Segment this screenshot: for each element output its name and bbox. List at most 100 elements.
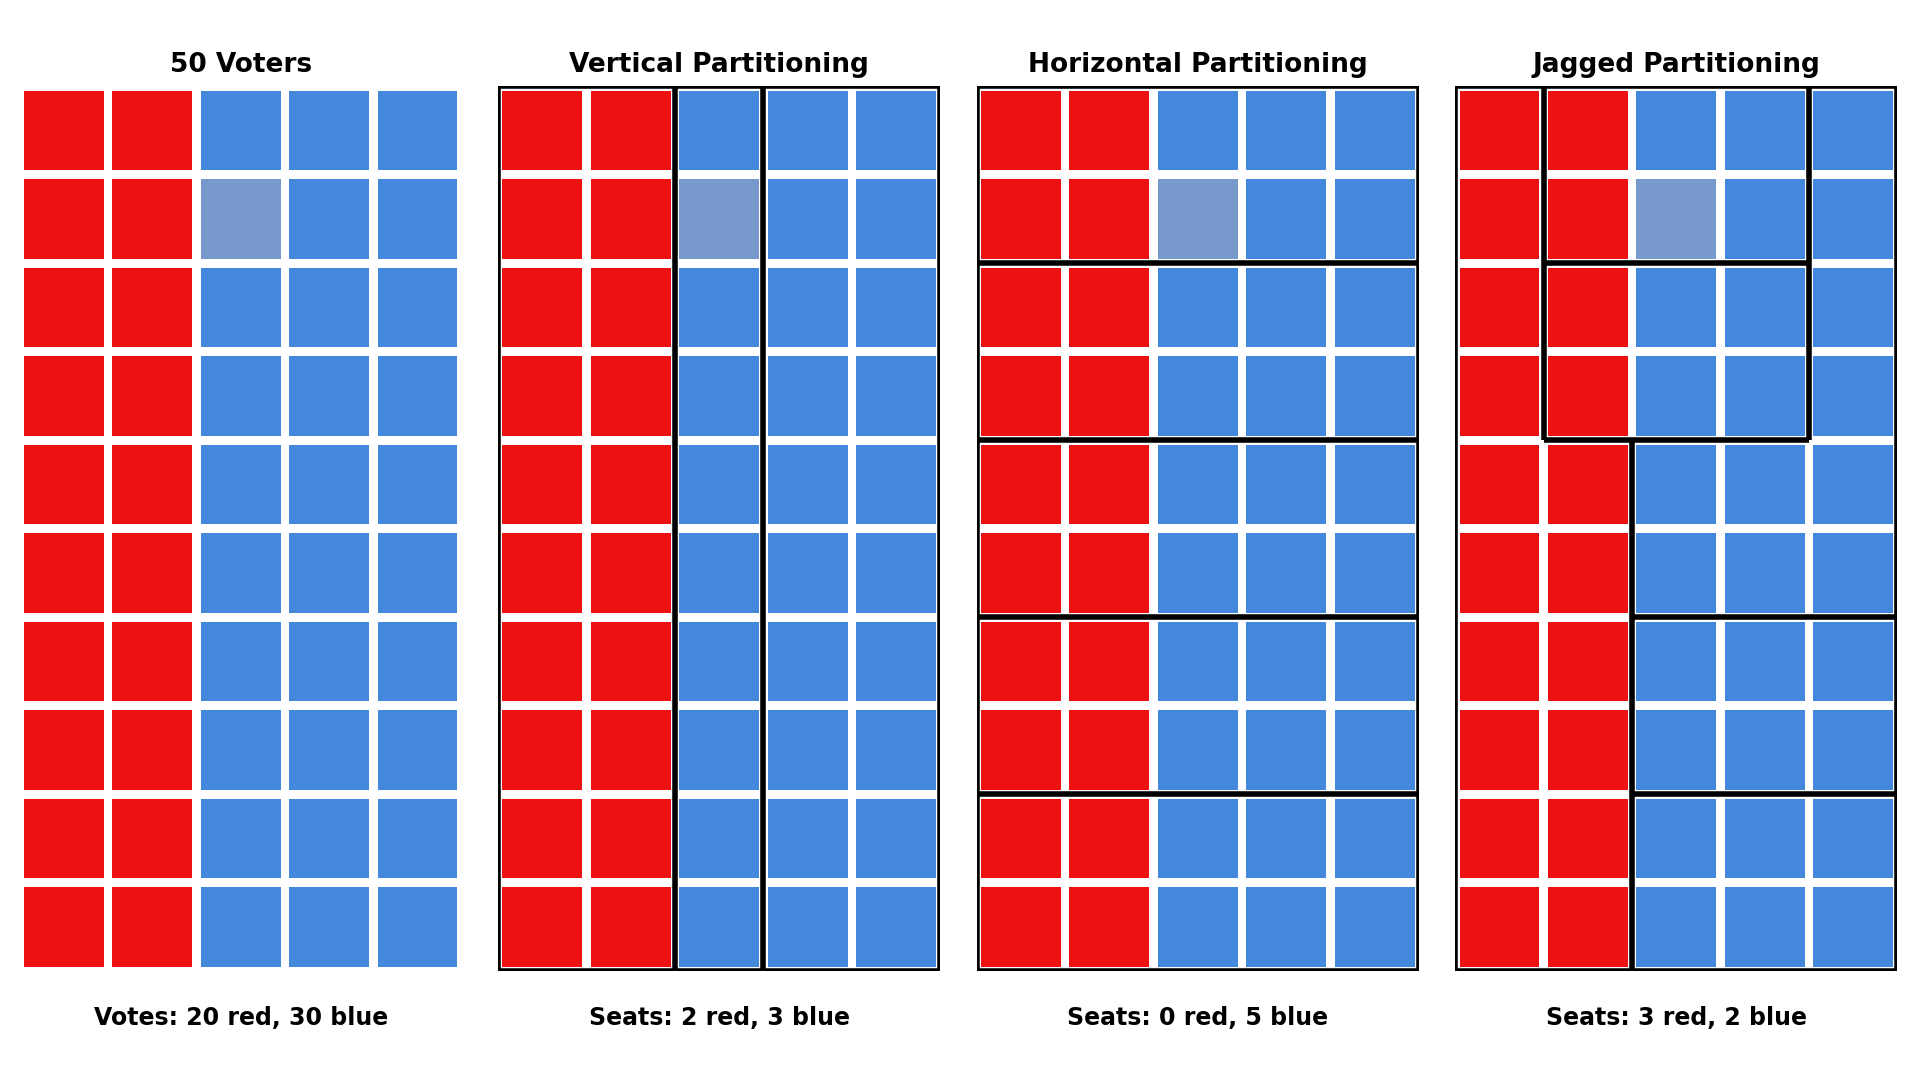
Bar [590,268,671,347]
Bar [201,533,280,613]
Bar [1158,268,1238,347]
Bar [1813,91,1894,170]
Bar [590,445,671,524]
Bar [23,268,104,347]
Bar [1158,533,1238,613]
Bar [857,710,935,790]
Bar [1246,622,1327,701]
Bar [1246,268,1327,347]
Bar [590,356,671,436]
Bar [1549,445,1628,524]
Bar [1637,710,1716,790]
Bar [679,887,759,967]
Bar [590,887,671,967]
Bar [113,356,192,436]
Bar [1813,798,1894,878]
Text: Seats: 2 red, 3 blue: Seats: 2 red, 3 blue [589,1007,849,1030]
Bar [502,445,583,524]
Bar [1246,445,1327,524]
Bar [1070,268,1148,347]
Text: Seats: 3 red, 2 blue: Seats: 3 red, 2 blue [1545,1007,1808,1030]
Bar [982,445,1060,524]
Bar [982,710,1060,790]
Bar [982,91,1060,170]
Bar [982,533,1060,613]
Bar [857,356,935,436]
Text: Votes: 20 red, 30 blue: Votes: 20 red, 30 blue [94,1007,387,1030]
Bar [1334,445,1415,524]
Bar [679,356,759,436]
Bar [1158,798,1238,878]
Bar [289,533,368,613]
Bar [1334,533,1415,613]
Bar [1813,533,1894,613]
Bar [113,91,192,170]
Bar [1459,533,1539,613]
Bar [679,622,759,701]
Bar [23,533,104,613]
Bar [679,445,759,524]
Bar [502,268,583,347]
Bar [982,622,1060,701]
Bar [1549,887,1628,967]
Bar [857,179,935,259]
Bar [679,179,759,259]
Bar [113,533,192,613]
Bar [378,445,458,524]
Bar [23,622,104,701]
Bar [1334,179,1415,259]
Bar [769,887,847,967]
Bar [1637,622,1716,701]
Bar [1549,356,1628,436]
Bar [1549,710,1628,790]
Bar [502,91,583,170]
Bar [23,179,104,259]
Bar [679,268,759,347]
Bar [23,887,104,967]
Bar [769,179,847,259]
Bar [1549,798,1628,878]
Bar [590,710,671,790]
Bar [502,622,583,701]
Bar [857,445,935,524]
Bar [1158,356,1238,436]
Bar [113,710,192,790]
Bar [378,356,458,436]
Title: Vertical Partitioning: Vertical Partitioning [569,53,868,79]
Bar [113,179,192,259]
Bar [201,91,280,170]
Bar [1070,622,1148,701]
Bar [201,710,280,790]
Bar [982,356,1060,436]
Bar [1725,179,1804,259]
Bar [1459,887,1539,967]
Bar [590,798,671,878]
Bar [1070,798,1148,878]
Bar [769,710,847,790]
Bar [378,179,458,259]
Bar [201,798,280,878]
Bar [378,798,458,878]
Title: 50 Voters: 50 Voters [169,53,312,79]
Bar [1246,887,1327,967]
Bar [769,445,847,524]
Bar [1158,710,1238,790]
Bar [679,533,759,613]
Bar [1637,179,1716,259]
Bar [1070,887,1148,967]
Bar [679,91,759,170]
Bar [1246,91,1327,170]
Bar [1459,622,1539,701]
Bar [289,91,368,170]
Bar [1334,798,1415,878]
Bar [378,533,458,613]
Bar [289,710,368,790]
Bar [23,445,104,524]
Bar [982,179,1060,259]
Bar [502,887,583,967]
Bar [1459,356,1539,436]
Bar [113,887,192,967]
Bar [857,268,935,347]
Bar [1334,887,1415,967]
Bar [1725,798,1804,878]
